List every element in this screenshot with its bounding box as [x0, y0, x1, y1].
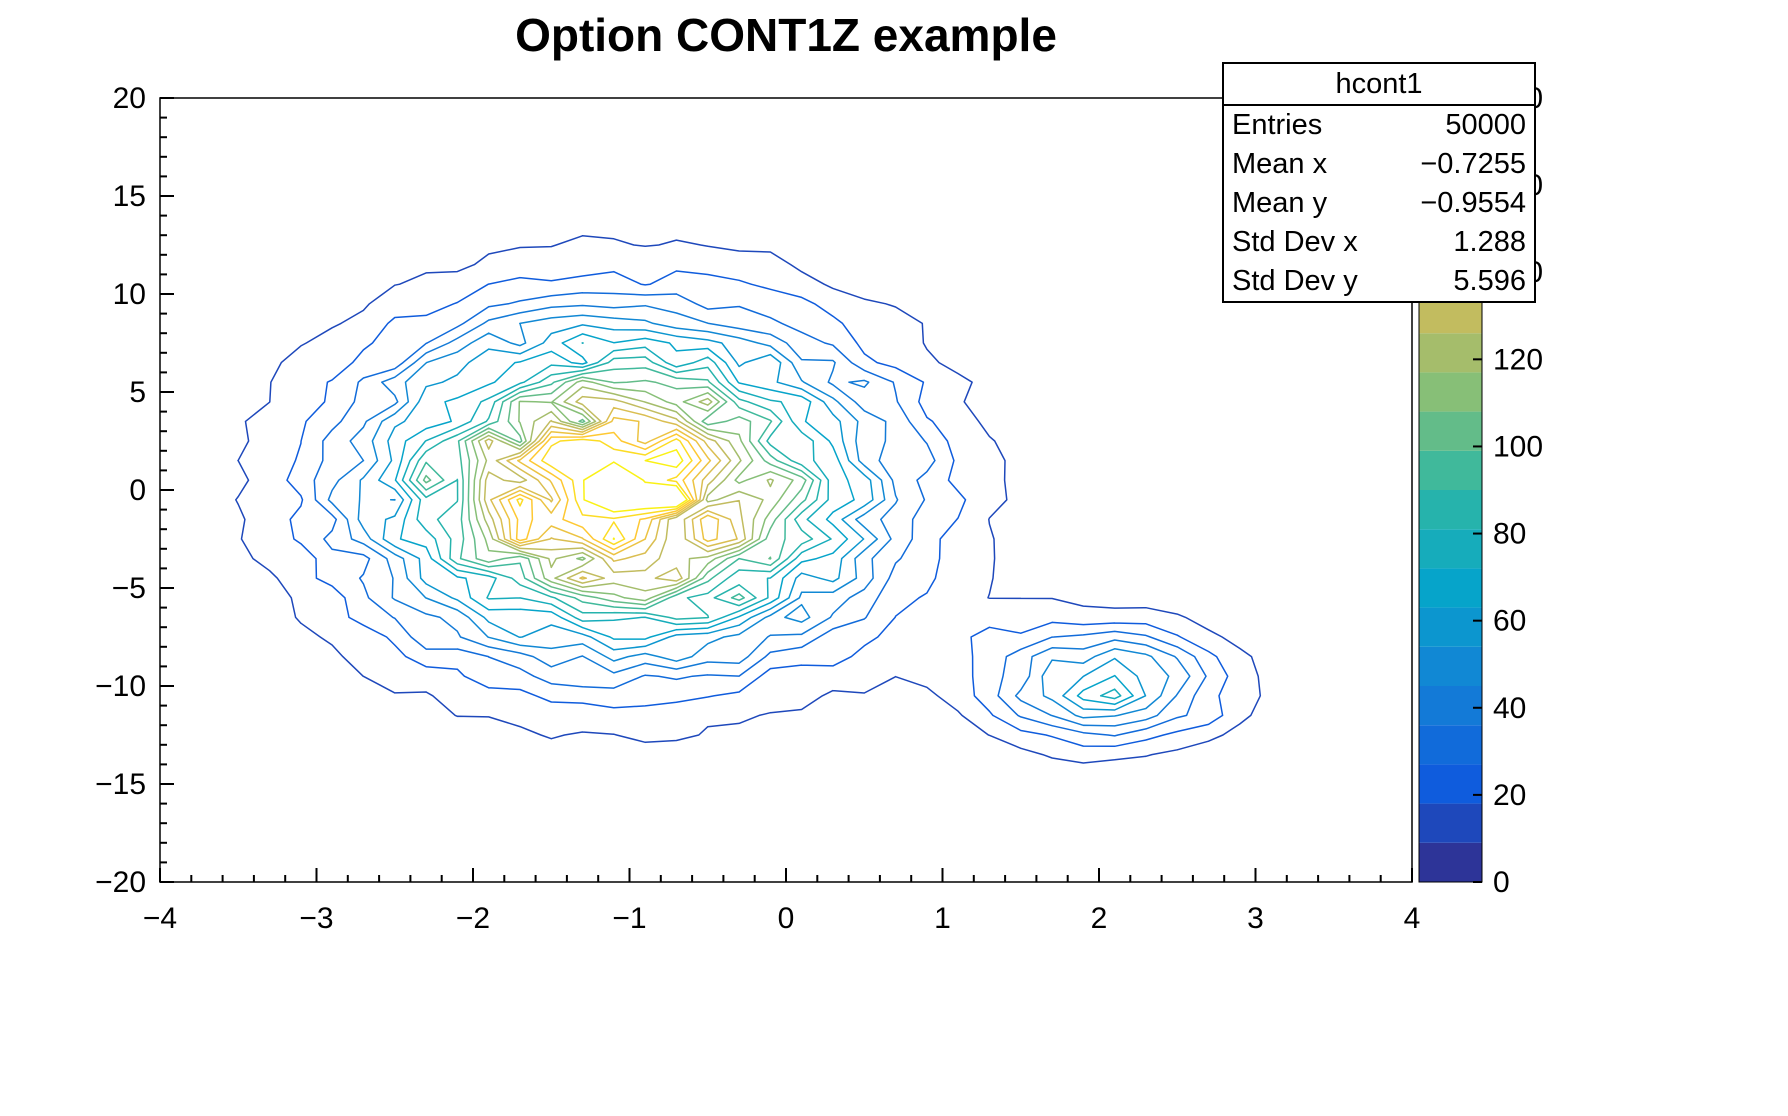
- stat-value: 50000: [1445, 109, 1526, 141]
- svg-text:3: 3: [1247, 902, 1264, 935]
- svg-text:−2: −2: [456, 902, 490, 935]
- stat-value: 5.596: [1453, 265, 1526, 297]
- contour-lines: [235, 235, 1262, 764]
- svg-text:80: 80: [1493, 518, 1526, 551]
- y-axis-labels: −20 −15 −10 −5 0 5 10 15 20: [95, 82, 146, 899]
- svg-text:120: 120: [1493, 343, 1543, 376]
- stat-label: Std Dev y: [1232, 265, 1358, 297]
- svg-text:−1: −1: [612, 902, 646, 935]
- x-axis-labels: −4 −3 −2 −1 0 1 2 3 4: [143, 902, 1420, 935]
- svg-text:−3: −3: [299, 902, 333, 935]
- stat-label: Std Dev x: [1232, 226, 1358, 258]
- stat-label: Mean y: [1232, 187, 1328, 219]
- svg-text:−5: −5: [112, 572, 146, 605]
- x-axis: [159, 868, 1413, 882]
- stat-value: −0.9554: [1420, 187, 1526, 219]
- stats-row-mean-y: Mean y −0.9554: [1224, 184, 1534, 223]
- stat-label: Entries: [1232, 109, 1323, 141]
- svg-text:−15: −15: [95, 768, 146, 801]
- svg-text:−20: −20: [95, 866, 146, 899]
- stat-value: −0.7255: [1420, 148, 1526, 180]
- svg-text:0: 0: [129, 474, 146, 507]
- stats-box-title: hcont1: [1224, 64, 1534, 106]
- z-axis-labels: 020406080100120140160180: [1493, 82, 1543, 899]
- svg-text:10: 10: [113, 278, 146, 311]
- svg-text:20: 20: [1493, 779, 1526, 812]
- y-axis: [160, 97, 174, 883]
- stats-row-entries: Entries 50000: [1224, 106, 1534, 145]
- svg-text:0: 0: [778, 902, 795, 935]
- svg-text:5: 5: [129, 376, 146, 409]
- stat-value: 1.288: [1453, 226, 1526, 258]
- svg-text:100: 100: [1493, 430, 1543, 463]
- svg-text:−4: −4: [143, 902, 177, 935]
- svg-text:1: 1: [934, 902, 951, 935]
- stats-row-stddev-y: Std Dev y 5.596: [1224, 262, 1534, 301]
- stats-row-mean-x: Mean x −0.7255: [1224, 145, 1534, 184]
- stats-box: hcont1 Entries 50000 Mean x −0.7255 Mean…: [1222, 62, 1536, 303]
- svg-text:2: 2: [1091, 902, 1108, 935]
- stat-label: Mean x: [1232, 148, 1328, 180]
- svg-text:−10: −10: [95, 670, 146, 703]
- svg-text:60: 60: [1493, 605, 1526, 638]
- svg-text:40: 40: [1493, 692, 1526, 725]
- svg-text:20: 20: [113, 82, 146, 115]
- svg-text:0: 0: [1493, 866, 1510, 899]
- stats-row-stddev-x: Std Dev x 1.288: [1224, 223, 1534, 262]
- svg-text:4: 4: [1404, 902, 1421, 935]
- plot-title: Option CONT1Z example: [515, 9, 1057, 61]
- svg-text:15: 15: [113, 180, 146, 213]
